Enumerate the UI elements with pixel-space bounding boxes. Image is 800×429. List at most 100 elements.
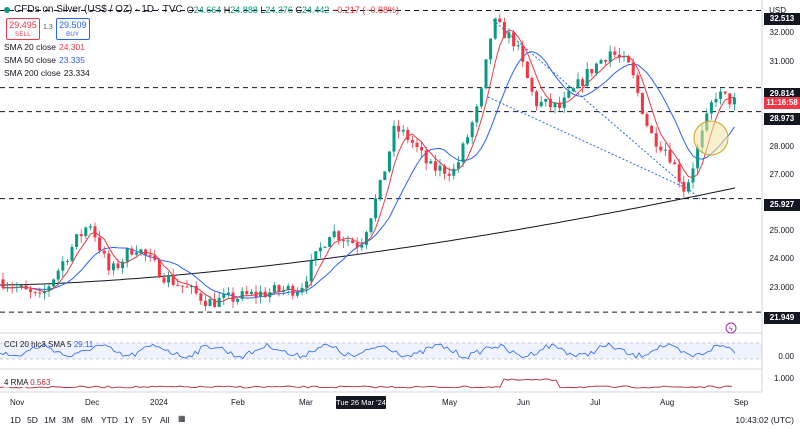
candle-body (29, 289, 33, 292)
candle-body (346, 240, 350, 242)
candle-body (231, 292, 235, 302)
candle-body (272, 285, 276, 293)
candle-body (447, 173, 451, 176)
candle-body (268, 292, 272, 298)
candle-body (516, 45, 520, 47)
candle-body (374, 198, 378, 219)
candle-body (696, 147, 700, 169)
candle-body (38, 292, 42, 294)
candle-body (604, 60, 608, 62)
candle-body (116, 263, 120, 269)
timeframe-1m-button[interactable]: 1M (44, 415, 56, 425)
candle-body (686, 182, 690, 192)
currency-label[interactable]: USD (769, 6, 786, 15)
candle-body (157, 259, 161, 278)
symbol-title[interactable]: CFDs on Silver (US$ / OZ) · 1D · TVC (14, 4, 183, 15)
candle-body (420, 147, 424, 151)
candle-body (130, 248, 134, 255)
candle-body (576, 79, 580, 89)
candle-body (139, 249, 143, 253)
candle-body (383, 171, 387, 181)
timeframe-ytd-button[interactable]: YTD (101, 415, 118, 425)
sma20-legend[interactable]: SMA 20 close 24.301 (4, 42, 85, 52)
candle-body (443, 165, 447, 174)
cci-legend[interactable]: CCI 20 hlc3 SMA 5 29.11 (4, 340, 94, 349)
time-label: Sep (734, 398, 749, 407)
rma-tick: 1.000 (773, 374, 794, 383)
candle-body (415, 142, 419, 148)
sell-button[interactable]: 29.495 SELL (6, 18, 40, 40)
timeframe-6m-button[interactable]: 6M (81, 415, 93, 425)
time-label: Jun (517, 398, 530, 407)
candle-body (429, 161, 433, 164)
candle-body (263, 291, 267, 298)
candle-body (47, 286, 51, 292)
candle-body (387, 151, 391, 172)
candle-body (295, 292, 299, 296)
candle-body (627, 56, 631, 63)
candle-body (309, 260, 313, 282)
candle-body (121, 261, 125, 269)
crosshair-time-label: Tue 26 Mar '24 (336, 396, 386, 409)
timeframe-5d-button[interactable]: 5D (27, 415, 38, 425)
clock-readout[interactable]: 10:43:02 (UTC) (735, 415, 794, 425)
candle-body (10, 287, 14, 289)
candle-body (723, 91, 727, 94)
candle-body (378, 180, 382, 199)
price-tag-level: 21.949 (764, 312, 800, 324)
cci-tick: 0.00 (778, 352, 794, 361)
candle-body (286, 285, 290, 290)
candle-body (144, 249, 148, 255)
candle-body (24, 285, 28, 290)
candle-body (397, 125, 401, 132)
candle-body (410, 139, 414, 143)
candle-body (691, 168, 695, 183)
sma50-line (2, 51, 735, 299)
candle-body (176, 284, 180, 286)
time-label: Mar (299, 398, 313, 407)
candle-body (581, 79, 585, 87)
candle-body (314, 251, 318, 261)
price-tick: 31.000 (769, 57, 794, 66)
wedge-lower-line (487, 96, 687, 189)
timeframe-1d-button[interactable]: 1D (10, 415, 21, 425)
candle-body (732, 97, 736, 105)
candle-body (162, 277, 166, 283)
candle-body (433, 161, 437, 171)
candle-body (61, 261, 65, 271)
timeframe-3m-button[interactable]: 3M (62, 415, 74, 425)
ohlc-values: O24.664 H24.888 L24.376 C24.442 −0.217 (… (186, 5, 400, 15)
candle-body (33, 291, 37, 293)
candle-body (585, 69, 589, 87)
candle-body (673, 162, 677, 165)
candle-body (493, 18, 497, 39)
candle-body (479, 88, 483, 107)
candle-body (622, 56, 626, 58)
candle-body (282, 289, 286, 292)
rma-legend[interactable]: 4 RMA 0.563 (4, 378, 51, 387)
candle-body (682, 181, 686, 192)
candle-body (249, 291, 253, 295)
cci-band (0, 343, 762, 359)
price-tick: 27.000 (769, 170, 794, 179)
sma200-line (0, 187, 736, 286)
buy-button[interactable]: 29.509 BUY (55, 18, 90, 40)
date-range-icon[interactable]: ▦ (178, 414, 186, 423)
timeframe-5y-button[interactable]: 5Y (142, 415, 153, 425)
candle-body (102, 250, 106, 254)
countdown-tag: 11:16:58 (764, 97, 800, 109)
timeframe-1y-button[interactable]: 1Y (124, 415, 135, 425)
price-tick: 32.000 (769, 28, 794, 37)
sma50-legend[interactable]: SMA 50 close 23.335 (4, 55, 85, 65)
sma200-legend[interactable]: SMA 200 close 23.334 (4, 68, 90, 78)
timeframe-all-button[interactable]: All (160, 415, 170, 425)
candle-body (406, 129, 410, 140)
candle-body (360, 244, 364, 248)
candle-body (291, 285, 295, 296)
candle-body (254, 291, 258, 297)
candle-body (98, 237, 102, 251)
candle-body (631, 62, 635, 76)
spread-value: 1.3 (43, 24, 53, 31)
candle-body (512, 32, 516, 47)
